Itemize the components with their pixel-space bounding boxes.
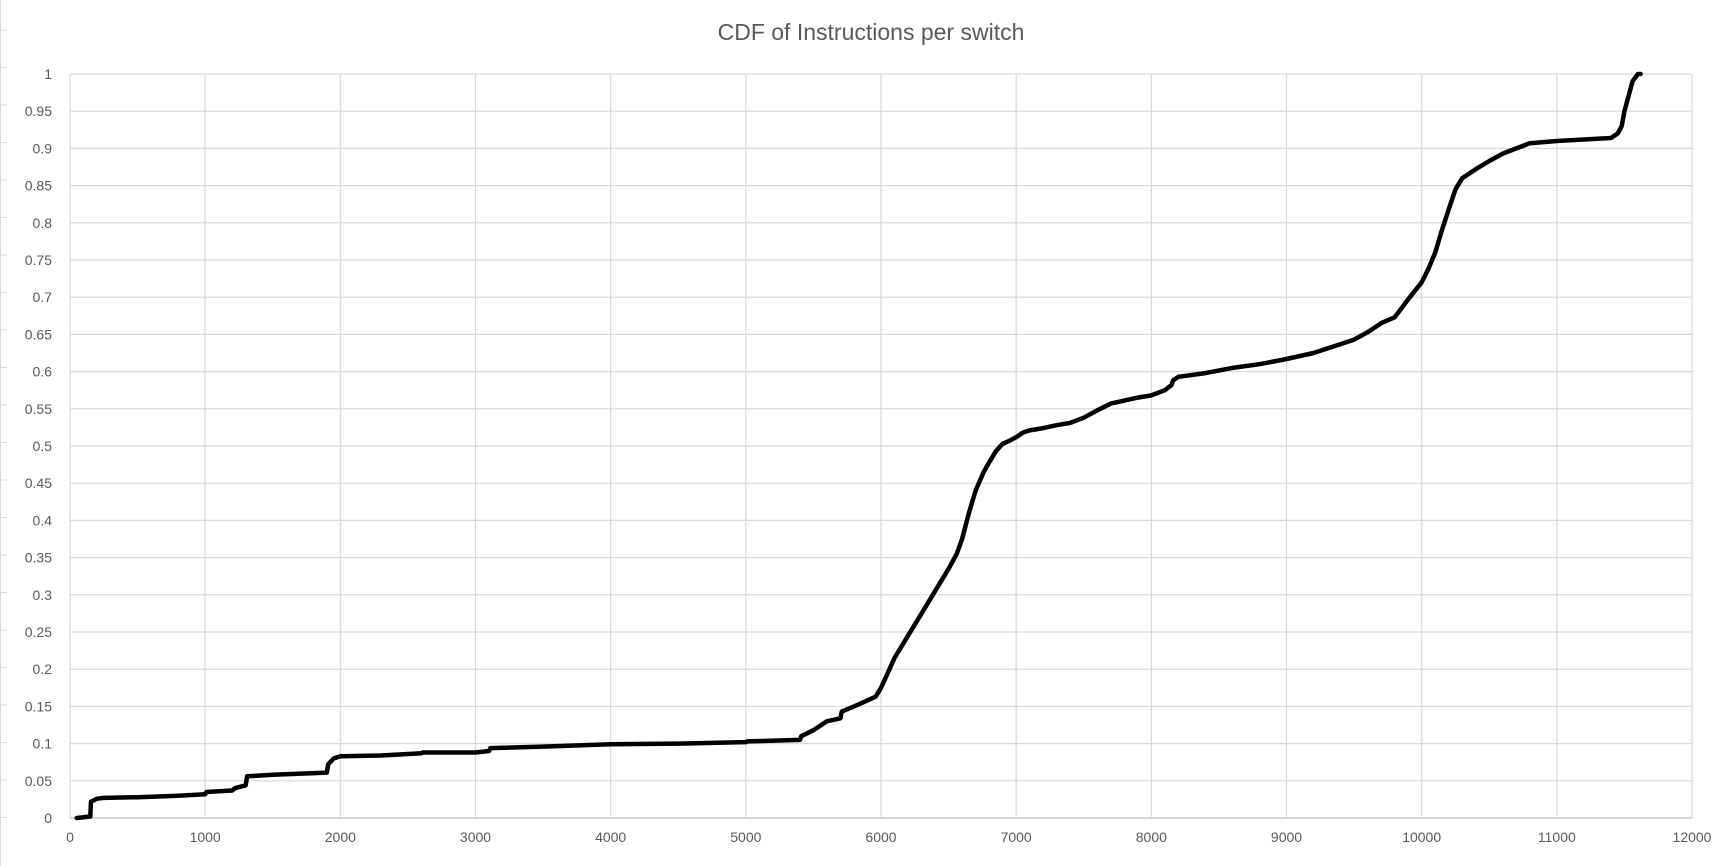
y-tick-label: 0.25 (25, 624, 52, 640)
y-tick-label: 0.5 (33, 438, 53, 454)
x-axis-tick-labels: 0 1000 2000 3000 4000 5000 6000 7000 8000 9000 100… (66, 829, 1712, 845)
x-tick-label: 6000 (865, 829, 896, 845)
y-tick-label: 0.35 (25, 550, 52, 566)
y-axis-tick-labels: 0 0.05 0.1 0.15 0.2 0.25 0.3 0.35 0.4 0.45 0.5 0.55… (25, 66, 52, 826)
chart-title: CDF of Instructions per switch (718, 19, 1025, 45)
y-tick-label: 0.7 (33, 289, 53, 305)
y-tick-label: 0.75 (25, 252, 52, 268)
y-tick-label: 0.8 (33, 215, 53, 231)
x-tick-label: 7000 (1001, 829, 1032, 845)
y-tick-label: 0.2 (33, 661, 53, 677)
x-tick-label: 9000 (1271, 829, 1302, 845)
y-tick-label: 0.65 (25, 326, 52, 342)
y-tick-label: 1 (44, 66, 52, 82)
y-tick-label: 0.15 (25, 698, 52, 714)
x-tick-label: 12000 (1673, 829, 1712, 845)
y-tick-label: 0.55 (25, 401, 52, 417)
x-tick-label: 11000 (1538, 829, 1576, 845)
vertical-gridlines (69, 74, 1693, 818)
y-tick-label: 0.45 (25, 475, 52, 491)
x-tick-label: 10000 (1402, 829, 1441, 845)
y-tick-label: 0.05 (25, 773, 52, 789)
y-tick-label: 0.85 (25, 178, 52, 194)
y-tick-label: 0.9 (33, 140, 53, 156)
y-tick-label: 0 (44, 810, 52, 826)
y-tick-label: 0.95 (25, 103, 52, 119)
x-tick-label: 5000 (730, 829, 761, 845)
x-tick-label: 8000 (1136, 829, 1167, 845)
x-tick-label: 1000 (190, 829, 221, 845)
x-tick-label: 3000 (460, 829, 491, 845)
y-tick-label: 0.3 (33, 587, 53, 603)
cdf-series-line (74, 71, 1643, 821)
series-group (74, 71, 1643, 821)
y-tick-label: 0.1 (33, 736, 53, 752)
y-tick-label: 0.6 (33, 364, 53, 380)
left-edge-ticks (1, 29, 7, 818)
x-tick-label: 4000 (595, 829, 626, 845)
x-tick-label: 0 (66, 829, 74, 845)
x-tick-label: 2000 (325, 829, 356, 845)
y-tick-label: 0.4 (33, 512, 53, 528)
